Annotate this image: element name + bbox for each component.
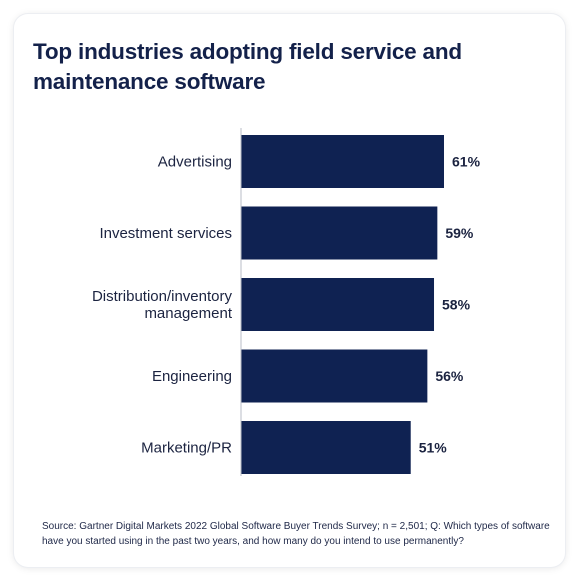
data-label: 56% [435,368,464,384]
bar [241,206,438,260]
source-note: Source: Gartner Digital Markets 2022 Glo… [42,521,550,547]
bar [241,135,444,188]
data-label: 61% [452,154,481,170]
bar [241,421,411,474]
category-label: Investment services [99,225,232,242]
category-label: Marketing/PR [141,440,232,457]
category-label: Distribution/inventory [92,288,233,305]
category-label: management [144,305,232,322]
chart-title: Top industries adopting field service an… [33,39,462,94]
data-label: 58% [442,297,471,313]
bar [241,278,435,331]
category-label: Advertising [158,154,232,171]
data-label: 59% [445,225,474,241]
bar [241,349,428,403]
data-label: 51% [419,440,448,456]
category-label: Engineering [152,368,232,385]
